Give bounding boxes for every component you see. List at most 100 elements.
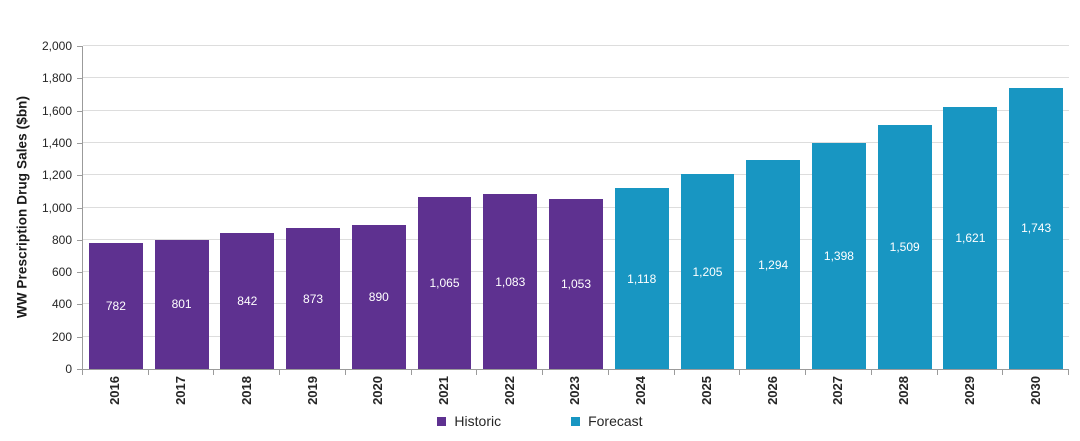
- bar-value-label: 1,083: [495, 274, 526, 289]
- bar-2027-forecast: 1,398: [811, 143, 866, 369]
- y-tick-mark: [77, 272, 82, 274]
- y-tick-mark: [77, 110, 82, 112]
- x-axis-label-text: 2027: [830, 376, 846, 405]
- bar-value-label: 1,065: [429, 276, 460, 290]
- bar-slot: 873: [280, 46, 346, 369]
- x-tick-mark: [673, 370, 675, 375]
- bar-2018-historic: 842: [220, 233, 275, 369]
- bar-2019-historic: 873: [286, 228, 340, 369]
- bar-value-label: 782: [105, 298, 126, 313]
- x-axis-label-2018: 2018: [213, 376, 279, 416]
- x-axis-label-2016: 2016: [82, 376, 148, 416]
- gridline: [83, 141, 1069, 143]
- y-tick-mark: [77, 239, 82, 241]
- x-axis-label-text: 2017: [173, 376, 189, 405]
- y-tick-mark: [77, 175, 82, 177]
- bar-2029-forecast: 1,621: [943, 107, 998, 369]
- bar-value-label: 842: [237, 294, 258, 309]
- x-tick-mark: [213, 370, 215, 375]
- y-tick-label: 1,200: [41, 168, 72, 183]
- x-axis-label-2025: 2025: [674, 376, 740, 416]
- bar-2020-historic: 890: [351, 225, 406, 369]
- x-axis-label-2024: 2024: [608, 376, 674, 416]
- x-tick-mark: [476, 370, 478, 375]
- x-axis-label-2021: 2021: [411, 376, 477, 416]
- x-axis-label-text: 2020: [370, 376, 386, 405]
- x-tick-mark: [870, 370, 872, 375]
- x-axis-label-text: 2025: [698, 376, 714, 405]
- x-axis-label-text: 2019: [304, 376, 320, 405]
- y-tick-mark: [77, 336, 82, 338]
- y-tick-mark: [77, 78, 82, 80]
- bar-slot: 1,743: [1003, 46, 1069, 369]
- x-axis-label-2028: 2028: [871, 376, 937, 416]
- bar-value-label: 801: [171, 297, 192, 312]
- bar-slot: 1,398: [806, 46, 872, 369]
- y-tick-mark: [77, 369, 82, 370]
- gridline: [83, 174, 1069, 176]
- bar-2030-forecast: 1,743: [1009, 87, 1064, 369]
- y-tick-label: 1,000: [41, 200, 72, 215]
- x-axis-label-2026: 2026: [739, 376, 805, 416]
- x-axis-label-2027: 2027: [805, 376, 871, 416]
- bar-value-label: 1,743: [1021, 221, 1052, 236]
- bar-slot: 1,083: [477, 46, 543, 369]
- bar-slot: 1,053: [543, 46, 609, 369]
- bar-value-label: 1,509: [889, 240, 920, 255]
- x-axis-label-2019: 2019: [279, 376, 345, 416]
- x-axis-label-text: 2028: [896, 376, 912, 405]
- y-tick-mark: [77, 142, 82, 144]
- x-axis-label-2022: 2022: [476, 376, 542, 416]
- legend: Historic Forecast: [0, 413, 1080, 429]
- x-tick-mark: [607, 370, 609, 375]
- x-axis-label-text: 2022: [501, 376, 517, 405]
- bar-slot: 842: [214, 46, 280, 369]
- x-tick-mark: [542, 370, 544, 375]
- y-tick-label: 0: [65, 362, 72, 376]
- x-tick-mark: [279, 370, 281, 375]
- bar-slot: 890: [346, 46, 412, 369]
- legend-label: Forecast: [588, 413, 643, 429]
- x-axis-label-2030: 2030: [1002, 376, 1068, 416]
- x-tick-mark: [936, 370, 938, 375]
- bar-slot: 1,509: [872, 46, 938, 369]
- y-tick-label: 1,400: [41, 135, 72, 150]
- plot-area: 782 801 842 873 890 1,065 1,083 1,053 1,118 1,205…: [82, 45, 1069, 370]
- legend-item-forecast: Forecast: [571, 413, 643, 429]
- bar-value-label: 1,398: [823, 249, 854, 264]
- y-tick-label: 600: [51, 265, 72, 280]
- gridline: [83, 77, 1069, 79]
- gridline: [83, 109, 1069, 111]
- x-tick-mark: [1002, 370, 1004, 375]
- bar-2025-forecast: 1,205: [680, 174, 735, 369]
- x-tick-mark: [739, 370, 741, 375]
- y-tick-label: 400: [51, 297, 72, 312]
- bar-2022-historic: 1,083: [483, 194, 538, 369]
- bar-slot: 1,065: [412, 46, 478, 369]
- y-tick-label: 1,600: [41, 103, 72, 118]
- bar-slot: 1,294: [740, 46, 806, 369]
- bar-value-label: 1,294: [758, 257, 789, 272]
- legend-swatch-icon: [571, 416, 581, 426]
- x-axis-label-2020: 2020: [345, 376, 411, 416]
- bar-value-label: 890: [368, 290, 389, 305]
- bar-slot: 1,621: [938, 46, 1004, 369]
- bar-2017-historic: 801: [154, 239, 209, 369]
- x-axis-label-text: 2021: [436, 376, 452, 405]
- legend-swatch-icon: [437, 416, 447, 426]
- bar-2016-historic: 782: [88, 242, 143, 369]
- x-tick-mark: [82, 370, 83, 375]
- x-axis-label-text: 2016: [107, 376, 123, 405]
- x-axis-label-text: 2029: [961, 376, 977, 405]
- bar-value-label: 1,205: [692, 264, 723, 279]
- y-tick-label: 2,000: [41, 39, 72, 53]
- x-tick-mark: [147, 370, 149, 375]
- x-tick-mark: [410, 370, 412, 375]
- x-tick-mark: [344, 370, 346, 375]
- x-axis-label-text: 2023: [567, 376, 583, 405]
- x-axis-label-text: 2030: [1027, 376, 1043, 405]
- bar-2028-forecast: 1,509: [877, 125, 932, 369]
- y-tick-label: 800: [51, 232, 72, 247]
- y-tick-mark: [77, 207, 82, 209]
